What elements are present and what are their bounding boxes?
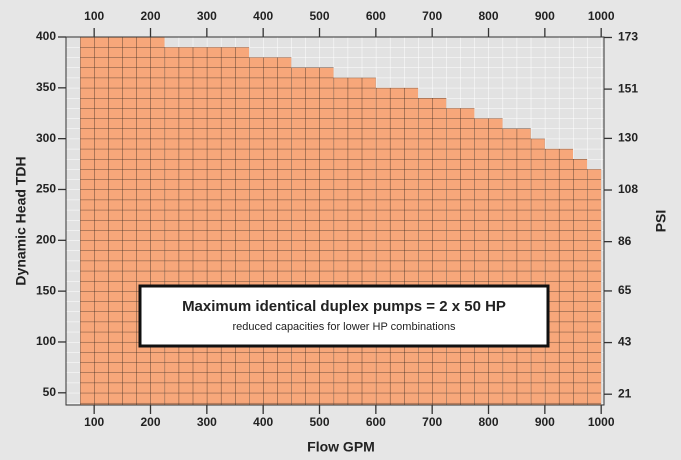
y2-tick-label: 173 [618, 30, 638, 44]
bar [291, 67, 334, 405]
bar [446, 108, 475, 405]
x-tick-label-top: 800 [478, 9, 498, 23]
y-tick-label: 400 [36, 29, 56, 43]
y2-tick-label: 108 [618, 182, 638, 196]
bar [573, 158, 588, 405]
y-tick-label: 50 [43, 385, 57, 399]
y-tick-label: 150 [36, 283, 56, 297]
annotation-subtitle: reduced capacities for lower HP combinat… [233, 321, 456, 333]
bar [418, 97, 447, 405]
bar [375, 87, 419, 405]
x-tick-label-top: 100 [84, 9, 104, 23]
x-tick-label-top: 500 [309, 9, 329, 23]
bar [164, 47, 250, 406]
annotation-title: Maximum identical duplex pumps = 2 x 50 … [182, 298, 506, 315]
x-tick-label: 100 [84, 415, 104, 429]
x-tick-label: 300 [197, 415, 217, 429]
bar [333, 77, 376, 405]
bar [80, 37, 165, 405]
x-tick-label: 1000 [588, 415, 615, 429]
y2-tick-label: 86 [618, 234, 632, 248]
y-axis-label: Dynamic Head TDH [13, 156, 29, 285]
x-tick-label-top: 600 [366, 9, 386, 23]
x-tick-label-top: 700 [422, 9, 442, 23]
plot-layer: 100 100 200 200 300 300 400 400 500 500 600 600 700 7… [36, 9, 638, 429]
x-tick-label: 200 [140, 415, 160, 429]
x-tick-label: 400 [253, 415, 273, 429]
x-tick-label: 700 [422, 415, 442, 429]
y-tick-label: 350 [36, 80, 56, 94]
x-tick-label-top: 1000 [588, 9, 615, 23]
x-tick-label: 900 [535, 415, 555, 429]
y2-tick-label: 151 [618, 81, 638, 95]
x-tick-label: 800 [478, 415, 498, 429]
y-tick-label: 300 [36, 131, 56, 145]
x-tick-label-top: 900 [535, 9, 555, 23]
bar [502, 128, 531, 406]
bar [587, 169, 602, 405]
y-tick-label: 100 [36, 334, 56, 348]
x-tick-label: 500 [309, 415, 329, 429]
y2-axis-label: PSI [653, 210, 669, 233]
y-tick-label: 200 [36, 232, 56, 246]
annotation-box [138, 284, 550, 348]
x-tick-label: 600 [366, 415, 386, 429]
bar [544, 148, 574, 405]
plot-frame [65, 36, 605, 406]
x-axis-label: Flow GPM [307, 439, 375, 455]
y2-tick-label: 21 [618, 386, 632, 400]
y-tick-label: 250 [36, 182, 56, 196]
bar [249, 57, 292, 406]
y2-tick-label: 43 [618, 335, 632, 349]
bar [474, 118, 503, 406]
x-tick-label-top: 200 [140, 9, 160, 23]
bar [530, 138, 545, 405]
y2-tick-label: 65 [618, 283, 632, 297]
y2-tick-label: 130 [618, 131, 638, 145]
x-tick-label-top: 300 [197, 9, 217, 23]
x-tick-label-top: 400 [253, 9, 273, 23]
